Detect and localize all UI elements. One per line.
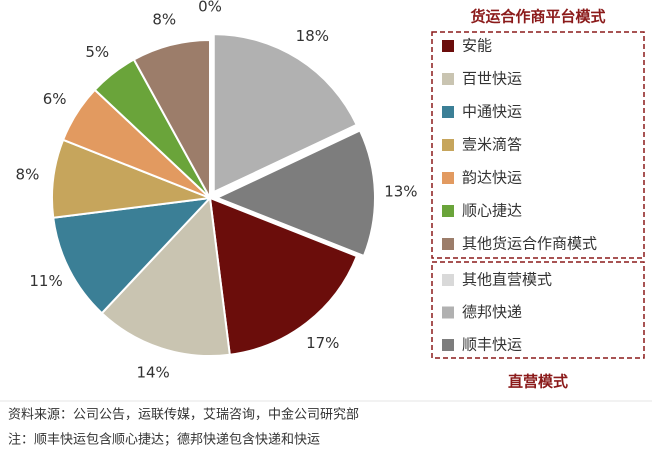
- legend-swatch: [442, 172, 454, 184]
- legend-swatch: [442, 339, 454, 351]
- legend-box: [431, 261, 645, 359]
- legend-title: 货运合作商平台模式: [470, 8, 605, 26]
- data-label: 0%: [198, 0, 222, 16]
- legend-swatch: [442, 40, 454, 52]
- data-label: 11%: [29, 272, 62, 290]
- pie-slice: [132, 38, 211, 199]
- legend-title: 直营模式: [508, 373, 568, 391]
- data-label: 6%: [43, 90, 67, 108]
- note: 注：顺丰快运包含顺心捷达；德邦快递包含快递和快运: [8, 432, 320, 448]
- legend-swatch: [442, 139, 454, 151]
- legend-label: 顺心捷达: [462, 202, 522, 220]
- legend-swatch: [442, 73, 454, 85]
- data-label: 14%: [136, 363, 169, 381]
- data-label: 8%: [152, 10, 176, 28]
- legend-label: 中通快运: [462, 103, 522, 121]
- pie-slice: [208, 196, 359, 356]
- data-label: 13%: [384, 183, 417, 201]
- legend-swatch: [442, 238, 454, 250]
- legend-swatch: [442, 306, 454, 319]
- data-label: 5%: [85, 43, 109, 61]
- legend-swatch: [442, 205, 454, 217]
- legend-label: 其他货运合作商模式: [462, 235, 597, 253]
- pie-slice: [212, 33, 359, 194]
- legend-label: 韵达快运: [462, 169, 522, 187]
- data-label: 17%: [306, 334, 339, 352]
- legend-box: [431, 31, 645, 259]
- pie-slice: [100, 195, 231, 357]
- legend-label: 顺丰快运: [462, 336, 522, 354]
- legend-label: 安能: [462, 37, 492, 55]
- legend-label: 百世快运: [462, 70, 522, 88]
- legend-swatch: [442, 274, 454, 286]
- legend-label: 壹米滴答: [462, 136, 522, 154]
- pie-slice: [214, 129, 376, 258]
- note: 资料来源：公司公告，运联传媒，艾瑞咨询，中金公司研究部: [8, 407, 359, 423]
- pie-slice: [52, 196, 213, 315]
- legend-label: 其他直营模式: [462, 271, 552, 289]
- data-label: 8%: [16, 165, 40, 183]
- legend-swatch: [442, 106, 454, 118]
- data-label: 18%: [296, 27, 329, 45]
- legend-label: 德邦快递: [462, 303, 522, 321]
